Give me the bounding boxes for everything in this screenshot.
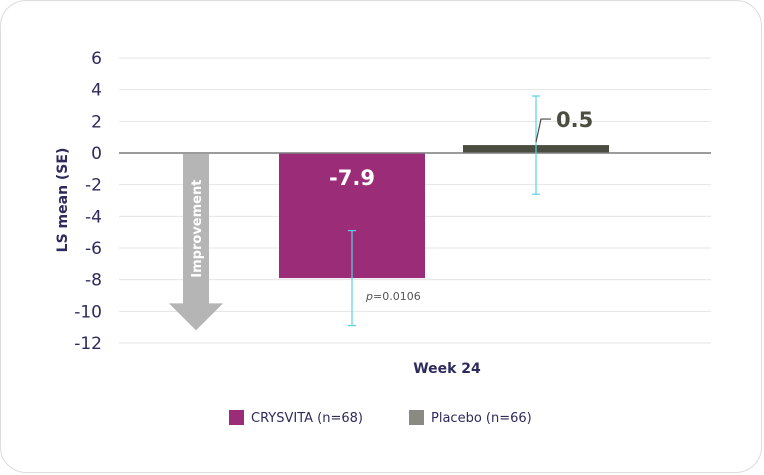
y-axis-title: LS mean (SE) [55, 148, 71, 253]
improvement-arrow-group: Improvement [169, 154, 223, 331]
y-tick-label: 2 [91, 112, 102, 132]
y-tick-label: -4 [85, 207, 102, 227]
y-tick-label: -2 [85, 176, 102, 196]
p-value-annotation: p=0.0106 [365, 290, 421, 303]
y-tick-label: -12 [74, 334, 102, 354]
y-tick-labels: 6 4 2 0 -2 -4 -6 -8 -10 -12 [74, 49, 102, 354]
improvement-arrow [169, 154, 223, 331]
legend: CRYSVITA (n=68) Placebo (n=66) [229, 410, 532, 426]
y-tick-label: -10 [74, 302, 102, 322]
legend-label: Placebo (n=66) [431, 411, 532, 426]
x-axis-title: Week 24 [413, 361, 481, 377]
y-tick-label: 0 [91, 144, 102, 164]
y-tick-label: 6 [91, 49, 102, 69]
legend-swatch [229, 410, 244, 425]
y-tick-label: -8 [85, 271, 102, 291]
data-label-placebo: 0.5 [556, 108, 593, 132]
y-tick-label: 4 [91, 81, 102, 101]
data-labels: -7.9 p=0.0106 0.5 [329, 108, 593, 303]
improvement-arrow-label: Improvement [190, 180, 205, 278]
legend-swatch [409, 410, 424, 425]
y-tick-label: -6 [85, 239, 102, 259]
data-label-leader [535, 118, 551, 143]
error-bars [348, 95, 540, 327]
legend-label: CRYSVITA (n=68) [251, 411, 363, 426]
data-label-crysvita: -7.9 [329, 166, 375, 190]
